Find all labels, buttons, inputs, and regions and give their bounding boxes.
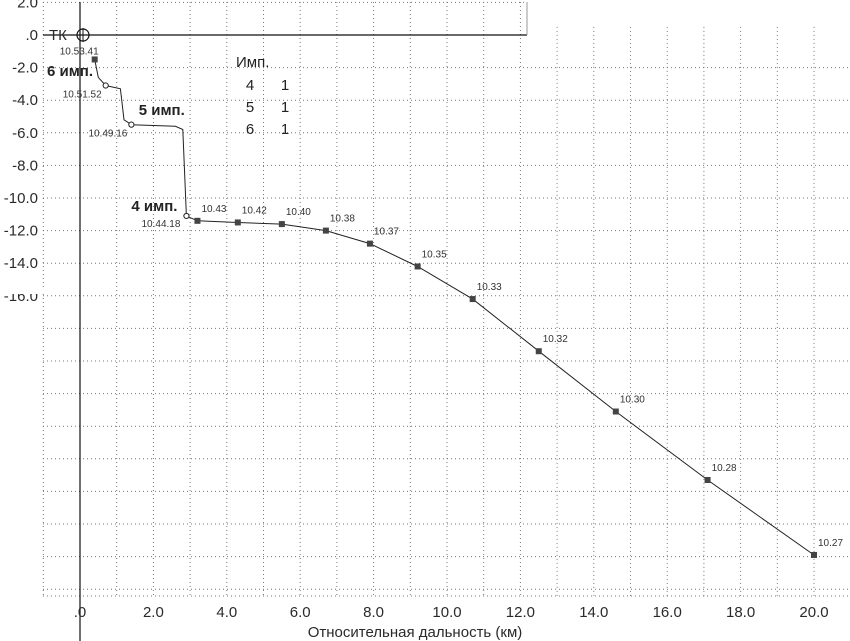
legend-title: Имп. [236,54,269,71]
legend-imp: 6 [246,121,254,138]
data-point [469,296,476,303]
data-label: 10.37 [374,227,399,238]
data-label: 10.51.52 [63,90,102,101]
annotation-label: 5 имп. [139,102,185,119]
legend-imp: 4 [246,77,254,94]
y-tick-label: -8.0 [12,157,38,174]
legend-value: 1 [281,121,289,138]
data-point [234,219,241,226]
data-point [414,263,421,270]
legend-value: 1 [281,99,289,116]
grid [42,1,848,597]
data-label: 10.49.16 [88,129,127,140]
x-tick-label: 18.0 [726,604,755,621]
data-label: 10.38 [330,214,355,225]
data-label: 10.35 [422,249,447,260]
data-point [128,121,135,128]
x-tick-label: 10.0 [432,604,461,621]
x-tick-label: 4.0 [216,604,237,621]
data-point [366,240,373,247]
y-panel-cut [0,288,44,294]
y-tick-label: 2.0 [17,0,38,11]
x-tick-label: 14.0 [579,604,608,621]
data-point [278,221,285,228]
series-line [94,59,815,556]
y-tick-label: -14.0 [4,255,38,272]
data-point [322,227,329,234]
data-label: 10.42 [242,205,267,216]
y-tick-label: -4.0 [12,92,38,109]
data-label: 10.28 [712,463,737,474]
x-tick-label: 12.0 [506,604,535,621]
data-point [194,217,201,224]
data-point [91,56,98,63]
data-label: 10.44.18 [141,219,180,230]
data-label: 10.33 [477,282,502,293]
y-tick-label: -12.0 [4,223,38,240]
data-label: 10.32 [543,334,568,345]
data-label: 10.40 [286,207,311,218]
data-point [811,551,817,558]
data-point [535,348,542,355]
annotation-label: 4 имп. [131,198,177,215]
data-point [102,82,109,89]
data-label: 10.27 [818,538,843,549]
x-tick-label: 8.0 [363,604,384,621]
y-tick-label: -2.0 [12,60,38,77]
origin-label: ТК [49,27,67,44]
data-label: 10.53.41 [60,46,99,57]
x-tick-label: 2.0 [143,604,164,621]
x-tick-label: .0 [74,604,87,621]
data-point [183,212,190,220]
axes [43,2,528,641]
data-point [704,476,711,483]
y-tick-label: -10.0 [4,190,38,207]
y-tick-label: -6.0 [12,125,38,142]
data-label: 10.30 [620,395,645,406]
x-tick-label: 6.0 [290,604,311,621]
x-tick-label: 16.0 [653,604,682,621]
series [91,56,817,558]
legend-imp: 5 [246,99,254,116]
data-point [612,408,619,415]
legend-value: 1 [281,77,289,94]
y-tick-label: .0 [25,27,38,44]
data-label: 10.43 [201,204,226,215]
x-axis-title: Относительная дальность (км) [308,624,523,641]
x-tick-label: 20.0 [799,604,828,621]
annotation-label: 6 имп. [47,63,93,80]
